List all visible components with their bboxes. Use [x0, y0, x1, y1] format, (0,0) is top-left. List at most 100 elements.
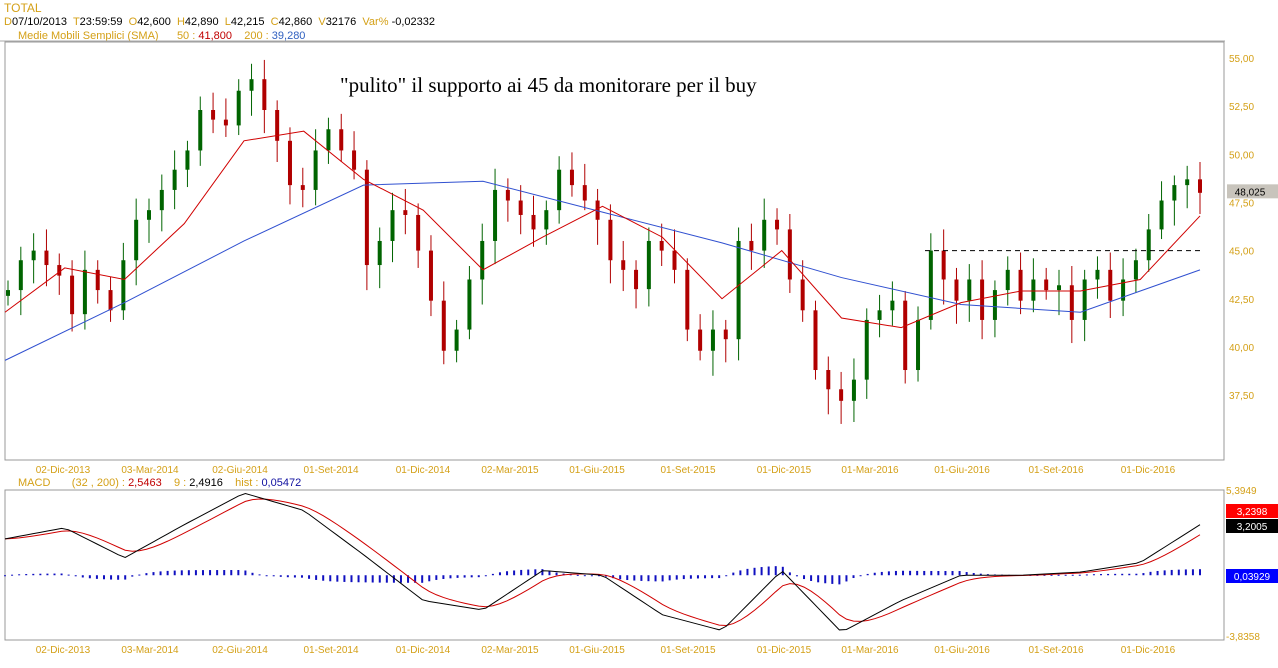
- candle: [1031, 258, 1036, 313]
- candle-body: [44, 250, 49, 266]
- candle: [813, 300, 818, 380]
- candle: [710, 310, 715, 376]
- hist-bar: [1092, 574, 1095, 576]
- candle: [698, 314, 703, 361]
- hist-bar: [774, 566, 777, 576]
- candle: [864, 308, 869, 399]
- candle: [608, 204, 613, 284]
- candle-body: [916, 319, 921, 371]
- macd-x-tick-label: 03-Mar-2014: [121, 645, 179, 656]
- hist-bar: [887, 571, 890, 576]
- candle: [82, 250, 87, 330]
- candle-body: [557, 169, 562, 211]
- macd-y-tick-label: -3,8358: [1226, 632, 1260, 643]
- hist-bar: [696, 575, 699, 579]
- x-tick-label: 02-Giu-2014: [212, 465, 268, 476]
- candle-body: [505, 189, 510, 201]
- candle: [531, 195, 536, 247]
- candle: [544, 200, 549, 245]
- candle-body: [134, 219, 139, 261]
- candle-body: [903, 300, 908, 371]
- candle-body: [339, 129, 344, 151]
- sma-legend: Medie Mobili Semplici (SMA) 50 : 41,800 …: [18, 30, 305, 42]
- sma-label: Medie Mobili Semplici (SMA): [18, 30, 159, 42]
- candle-body: [736, 240, 741, 340]
- candle: [941, 229, 946, 305]
- candle: [441, 281, 446, 365]
- candle-body: [928, 250, 933, 320]
- y-tick-label: 45,00: [1229, 247, 1254, 258]
- candle: [146, 198, 151, 243]
- hist-bar: [95, 575, 98, 579]
- hist-bar: [1135, 573, 1138, 576]
- candle-body: [287, 140, 292, 186]
- candle-body: [1172, 185, 1177, 201]
- candle: [826, 356, 831, 415]
- y-tick-label: 47,50: [1229, 198, 1254, 209]
- candle: [1018, 252, 1023, 315]
- candle-body: [31, 250, 36, 261]
- candle: [493, 168, 498, 265]
- hist-bar: [817, 575, 820, 583]
- candle: [992, 280, 997, 338]
- hist-bar: [880, 571, 883, 576]
- hist-bar: [654, 575, 657, 582]
- hist-bar: [4, 575, 6, 577]
- macd-legend: MACD (32 , 200) : 2,5463 9 : 2,4916 hist…: [18, 477, 301, 489]
- candle: [1121, 258, 1126, 317]
- hist-bar: [852, 575, 855, 579]
- candle-body: [1082, 279, 1087, 320]
- candle: [890, 281, 895, 326]
- hist-bar: [520, 569, 523, 576]
- y-tick-label: 50,00: [1229, 150, 1254, 161]
- candle-body: [480, 240, 485, 280]
- x-tick-label: 03-Mar-2014: [121, 465, 179, 476]
- macd-x-tick-label: 01-Dic-2015: [757, 645, 812, 656]
- hist-bar: [421, 575, 424, 583]
- x-tick-label: 01-Mar-2016: [841, 465, 899, 476]
- candle-body: [82, 269, 87, 315]
- candle: [95, 260, 100, 304]
- hist-bar: [569, 574, 572, 576]
- hist-bar: [894, 570, 897, 576]
- candle: [467, 266, 472, 340]
- candle-body: [1121, 279, 1126, 301]
- candle-body: [967, 279, 972, 301]
- price-panel-frame: [4, 41, 1225, 461]
- hist-bar: [1170, 569, 1173, 576]
- hist-bar: [138, 574, 141, 576]
- macd-panel-frame: [4, 489, 1225, 641]
- hist-bar: [541, 569, 544, 576]
- high-value: 42,890: [184, 16, 219, 28]
- hist-bar: [668, 575, 671, 581]
- candle: [364, 160, 369, 291]
- hist-bar: [300, 575, 303, 578]
- candle: [1185, 165, 1190, 209]
- candle: [339, 113, 344, 163]
- hist-bar: [46, 573, 49, 576]
- hist-bar: [583, 575, 586, 577]
- hist-bar: [958, 571, 961, 576]
- hist-bar: [477, 575, 480, 578]
- hist-bar: [902, 570, 905, 576]
- hist-bar: [251, 572, 254, 576]
- hist-bar: [1085, 574, 1088, 576]
- candle-body: [1044, 279, 1049, 291]
- open-value: 42,600: [137, 16, 171, 28]
- hist-bar: [392, 575, 395, 583]
- hist-bar: [1114, 573, 1117, 576]
- hist-bar: [725, 575, 728, 577]
- y-tick-label: 52,50: [1229, 102, 1254, 113]
- candle-body: [800, 279, 805, 311]
- hist-bar: [350, 575, 353, 583]
- hist-bar: [53, 573, 56, 576]
- candle: [634, 260, 639, 309]
- candle: [403, 188, 408, 235]
- x-tick-label: 01-Dic-2014: [396, 465, 451, 476]
- candle-body: [826, 370, 831, 390]
- candle: [621, 240, 626, 292]
- sma50-value: 41,800: [198, 30, 233, 42]
- hist-bar: [633, 575, 636, 581]
- candle: [31, 233, 36, 284]
